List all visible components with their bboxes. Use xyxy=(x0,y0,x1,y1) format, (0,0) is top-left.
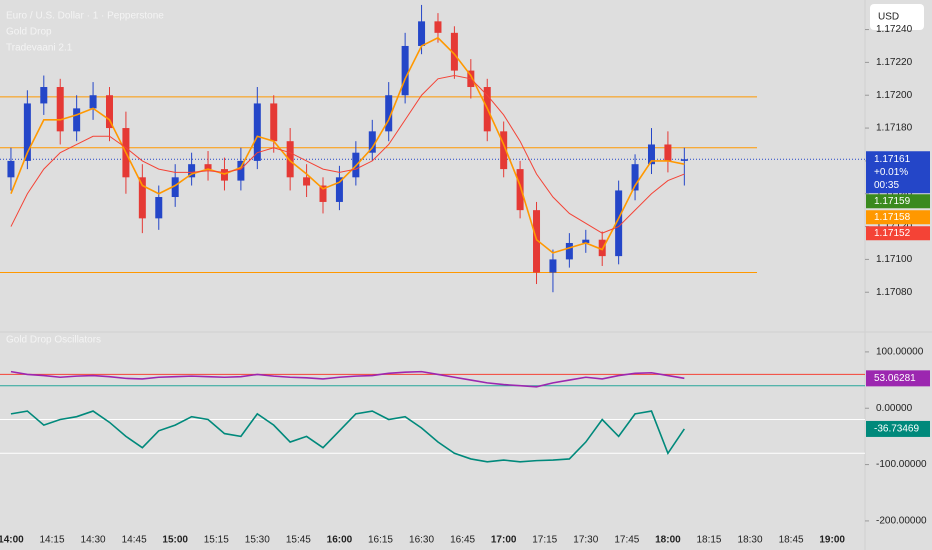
y-tick-label: -200.00000 xyxy=(876,516,927,527)
countdown-label: 00:35 xyxy=(874,180,899,191)
y-tick-label: 0.00000 xyxy=(876,403,913,414)
x-tick-label: 14:30 xyxy=(81,535,106,546)
candle-body xyxy=(450,32,458,71)
candle-body xyxy=(335,177,343,202)
candle-body xyxy=(319,185,327,202)
candle-body xyxy=(56,87,64,132)
candle-body xyxy=(204,164,212,170)
change-label: +0.01% xyxy=(874,167,908,178)
currency-label[interactable]: USD xyxy=(878,12,899,23)
price-box xyxy=(866,151,930,194)
x-tick-label: 15:45 xyxy=(286,535,311,546)
y-tick-label: -100.00000 xyxy=(876,459,927,470)
candle-body xyxy=(23,103,31,161)
value-label: 53.06281 xyxy=(874,373,916,384)
y-tick-label: 1.17100 xyxy=(876,254,913,265)
indicator-name: Tradevaani 2.1 xyxy=(6,43,73,54)
x-tick-label: 17:45 xyxy=(614,535,639,546)
candle-body xyxy=(171,177,179,198)
candle-body xyxy=(105,95,113,129)
price-label: 1.17159 xyxy=(874,196,911,207)
y-tick-label: 1.17080 xyxy=(876,287,913,298)
x-tick-label: 17:15 xyxy=(532,535,557,546)
price-box xyxy=(866,194,930,209)
x-tick-label: 14:45 xyxy=(122,535,147,546)
x-tick-label: 15:30 xyxy=(245,535,270,546)
candle-body xyxy=(434,21,442,33)
candle-body xyxy=(155,197,163,219)
candle-body xyxy=(270,103,278,142)
candle-body xyxy=(286,141,294,178)
candle-body xyxy=(582,239,590,243)
candle-body xyxy=(138,177,146,219)
value-label: -36.73469 xyxy=(874,424,919,435)
x-tick-label: 16:30 xyxy=(409,535,434,546)
y-tick-label: 1.17180 xyxy=(876,123,913,134)
candle-body xyxy=(664,144,672,161)
y-tick-label: 1.17240 xyxy=(876,24,913,35)
chart-title: Euro / U.S. Dollar · 1 · Pepperstone xyxy=(6,11,164,22)
x-tick-label: 16:15 xyxy=(368,535,393,546)
candle-body xyxy=(368,131,376,153)
candle-body xyxy=(40,87,48,104)
x-tick-label: 16:45 xyxy=(450,535,475,546)
value-box xyxy=(866,370,930,387)
candle-body xyxy=(188,164,196,178)
y-tick-label: 1.17140 xyxy=(876,188,913,199)
candle-body xyxy=(565,242,573,260)
candle-body xyxy=(401,45,409,96)
indicator-name: Gold Drop xyxy=(6,27,52,38)
x-tick-label: 17:00 xyxy=(491,535,517,546)
candle-body xyxy=(615,190,623,257)
candle-body xyxy=(237,160,245,181)
x-tick-label: 15:15 xyxy=(204,535,229,546)
pane-title: Gold Drop Oscillators xyxy=(6,335,101,346)
value-box xyxy=(866,420,930,437)
candle-body xyxy=(500,131,508,170)
indicator-line xyxy=(10,370,685,388)
y-tick-label: 100.00000 xyxy=(876,347,924,358)
x-tick-label: 17:30 xyxy=(573,535,598,546)
candle-body xyxy=(533,210,541,273)
price-label: 1.17158 xyxy=(874,212,911,223)
price-label: 1.17161 xyxy=(874,154,911,165)
candle-body xyxy=(680,159,688,161)
x-tick-label: 18:30 xyxy=(738,535,763,546)
x-tick-label: 15:00 xyxy=(162,535,188,546)
candle-body xyxy=(549,259,557,273)
x-tick-label: 18:45 xyxy=(779,535,804,546)
x-tick-label: 14:15 xyxy=(39,535,64,546)
candle-body xyxy=(7,160,15,178)
indicator-line xyxy=(10,75,685,234)
indicator-line xyxy=(10,410,685,463)
price-box xyxy=(866,226,930,241)
candle-body xyxy=(418,21,426,46)
price-label: 1.17152 xyxy=(874,228,911,239)
x-tick-label: 14:00 xyxy=(0,535,24,546)
y-tick-label: 1.17220 xyxy=(876,57,913,68)
candle-body xyxy=(516,169,524,211)
candle-body xyxy=(253,103,261,161)
currency-button[interactable] xyxy=(870,4,924,30)
y-tick-label: 1.17200 xyxy=(876,90,913,101)
candle-body xyxy=(303,177,311,186)
candle-body xyxy=(385,95,393,132)
indicator-line xyxy=(10,36,685,254)
candle-body xyxy=(631,164,639,191)
candle-body xyxy=(73,108,81,132)
x-tick-label: 19:00 xyxy=(819,535,845,546)
candle-body xyxy=(647,144,655,165)
price-box xyxy=(866,210,930,225)
candle-body xyxy=(89,95,97,109)
x-tick-label: 18:15 xyxy=(696,535,721,546)
x-tick-label: 16:00 xyxy=(327,535,353,546)
x-tick-label: 18:00 xyxy=(655,535,681,546)
